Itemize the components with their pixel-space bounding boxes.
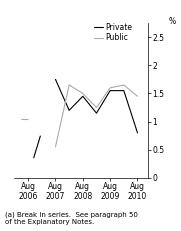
Private bbox=[95, 112, 98, 115]
Public bbox=[68, 84, 70, 86]
Private bbox=[123, 89, 125, 92]
Private bbox=[82, 95, 84, 98]
Public bbox=[123, 84, 125, 86]
Public bbox=[54, 146, 57, 148]
Public bbox=[82, 92, 84, 95]
Public bbox=[109, 86, 111, 89]
Legend: Private, Public: Private, Public bbox=[94, 23, 132, 42]
Private bbox=[109, 89, 111, 92]
Y-axis label: %: % bbox=[169, 17, 176, 26]
Private bbox=[136, 131, 139, 134]
Line: Private: Private bbox=[56, 79, 138, 133]
Public bbox=[136, 95, 139, 98]
Private bbox=[54, 78, 57, 81]
Text: (a) Break in series.  See paragraph 50
of the Explanatory Notes.: (a) Break in series. See paragraph 50 of… bbox=[5, 212, 138, 225]
Public bbox=[95, 106, 98, 109]
Private bbox=[68, 109, 70, 112]
Line: Public: Public bbox=[56, 85, 138, 147]
